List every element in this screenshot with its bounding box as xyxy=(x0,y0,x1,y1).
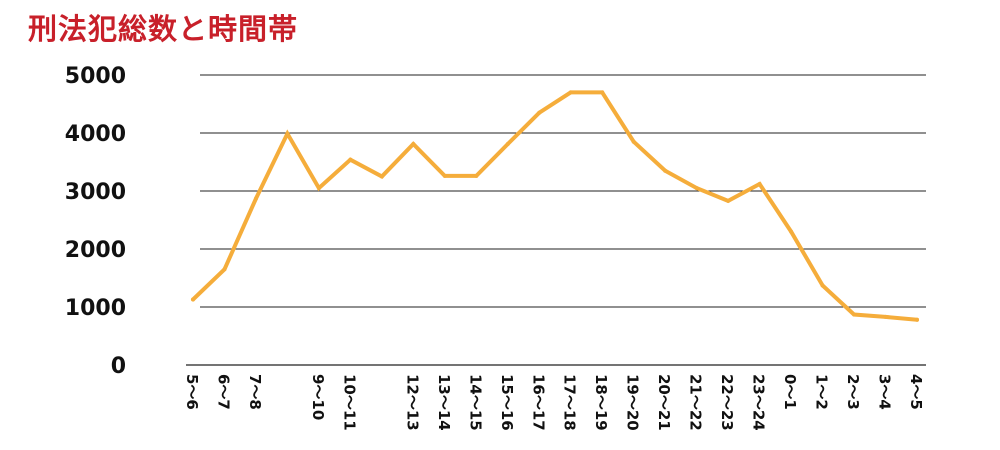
data-point xyxy=(285,131,290,136)
x-axis-ticks: 5～6 6～7 7～8 9～10 10～11 12～13 13～14 14～15 15～16 16… xyxy=(183,374,925,431)
data-point xyxy=(222,267,227,272)
y-tick-label: 2000 xyxy=(65,238,126,263)
x-tick-label: 0～1 xyxy=(781,374,799,410)
data-point xyxy=(915,317,919,322)
data-point xyxy=(757,182,762,187)
x-tick-label: 6～7 xyxy=(214,374,232,410)
data-point xyxy=(191,297,195,302)
x-tick-label: 13～14 xyxy=(435,374,453,431)
data-point xyxy=(726,198,731,203)
data-point xyxy=(631,139,636,144)
x-tick-label: 7～8 xyxy=(246,374,264,410)
data-point xyxy=(600,90,605,95)
x-tick-label: 4～5 xyxy=(907,374,925,410)
data-point xyxy=(852,312,857,317)
data-point xyxy=(694,186,699,191)
y-tick-label: 5000 xyxy=(65,64,126,89)
x-tick-label: 15～16 xyxy=(498,374,516,431)
x-tick-label: 3～4 xyxy=(876,374,894,410)
data-point xyxy=(411,142,416,147)
data-point xyxy=(316,186,321,191)
x-tick-label: 16～17 xyxy=(529,374,547,431)
x-tick-label: 10～11 xyxy=(340,374,358,431)
data-points xyxy=(191,90,919,322)
y-tick-label: 0 xyxy=(111,354,126,379)
y-tick-label: 1000 xyxy=(65,296,126,321)
x-tick-label: 2～3 xyxy=(844,374,862,410)
x-tick-label: 9～10 xyxy=(309,374,327,420)
x-tick-label: 20～21 xyxy=(655,374,673,431)
x-tick-label: 5～6 xyxy=(183,374,201,410)
data-point xyxy=(474,173,479,178)
x-tick-label: 12～13 xyxy=(403,374,421,431)
x-tick-label: 23～24 xyxy=(750,374,768,431)
data-point xyxy=(537,110,542,115)
x-tick-label: 22～23 xyxy=(718,374,736,431)
data-point xyxy=(505,142,510,147)
x-tick-label: 1～2 xyxy=(813,374,831,410)
gridlines xyxy=(186,74,926,366)
y-tick-label: 4000 xyxy=(65,122,126,147)
x-tick-label: 17～18 xyxy=(561,374,579,431)
data-point xyxy=(883,314,888,319)
y-axis-ticks: 0 1000 2000 3000 4000 5000 xyxy=(65,64,126,379)
data-point xyxy=(348,157,353,162)
data-point xyxy=(789,229,794,234)
data-point xyxy=(379,174,384,179)
series-line xyxy=(191,90,919,322)
x-tick-label: 18～19 xyxy=(592,374,610,431)
data-point xyxy=(663,168,668,173)
x-tick-label: 19～20 xyxy=(624,374,642,431)
x-tick-label: 21～22 xyxy=(687,374,705,431)
x-tick-label: 14～15 xyxy=(466,374,484,431)
data-point xyxy=(820,283,825,288)
data-point xyxy=(253,196,258,201)
y-tick-label: 3000 xyxy=(65,180,126,205)
data-point xyxy=(442,173,447,178)
data-point xyxy=(568,90,573,95)
chart-title: 刑法犯総数と時間帯 xyxy=(28,12,299,46)
